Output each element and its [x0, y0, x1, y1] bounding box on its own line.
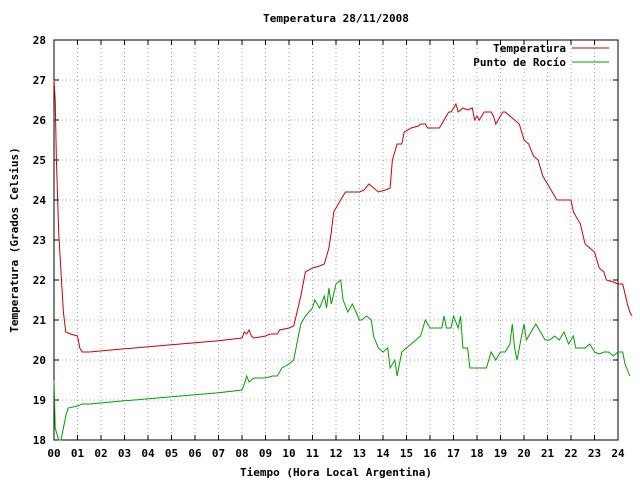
x-tick-label: 04 [141, 447, 155, 460]
y-tick-label: 24 [33, 194, 47, 207]
y-tick-label: 21 [33, 314, 47, 327]
x-tick-label: 08 [235, 447, 248, 460]
x-tick-label: 00 [47, 447, 60, 460]
x-tick-label: 13 [353, 447, 366, 460]
x-tick-label: 07 [212, 447, 225, 460]
x-tick-label: 20 [517, 447, 530, 460]
legend: Temperatura Punto de Rocío [473, 42, 609, 69]
x-tick-label: 05 [165, 447, 178, 460]
x-tick-label: 17 [447, 447, 460, 460]
y-tick-label: 20 [33, 354, 46, 367]
y-tick-label: 26 [33, 114, 47, 127]
y-tick-label: 27 [33, 74, 46, 87]
x-tick-label: 01 [71, 447, 85, 460]
y-tick-label: 22 [33, 274, 46, 287]
x-tick-label: 18 [470, 447, 483, 460]
series-line-temperatura [53, 79, 633, 353]
x-tick-label: 24 [611, 447, 625, 460]
x-tick-label: 10 [282, 447, 295, 460]
x-tick-label: 15 [400, 447, 413, 460]
x-tick-label: 21 [541, 447, 555, 460]
y-tick-label: 28 [33, 34, 46, 47]
y-axis-title: Temperatura (Grados Celsius) [8, 147, 21, 332]
x-tick-label: 02 [94, 447, 107, 460]
grid-lines [54, 40, 618, 440]
x-tick-label: 14 [376, 447, 390, 460]
legend-label-temperatura: Temperatura [493, 42, 566, 55]
x-axis-title: Tiempo (Hora Local Argentina) [240, 466, 432, 479]
x-tick-label: 16 [423, 447, 437, 460]
x-tick-label: 06 [188, 447, 202, 460]
legend-label-punto-de-rocio: Punto de Rocío [473, 56, 566, 69]
chart-title: Temperatura 28/11/2008 [263, 12, 409, 25]
x-tick-label: 23 [588, 447, 601, 460]
x-tick-label: 03 [118, 447, 131, 460]
series-line-punto-de-rocio [53, 279, 631, 441]
y-tick-label: 19 [33, 394, 46, 407]
x-tick-label: 19 [494, 447, 507, 460]
y-tick-labels: 18 19 20 21 22 23 24 25 26 27 28 [33, 34, 47, 447]
x-tick-label: 11 [306, 447, 320, 460]
series-lines [53, 79, 633, 441]
x-tick-label: 09 [259, 447, 272, 460]
y-tick-label: 25 [33, 154, 46, 167]
axis-ticks [53, 39, 619, 441]
x-tick-label: 22 [564, 447, 577, 460]
y-tick-label: 18 [33, 434, 46, 447]
x-tick-labels: 00 01 02 03 04 05 06 07 08 09 10 11 12 13 14 15 16 17 18 19… [47, 447, 625, 460]
y-tick-label: 23 [33, 234, 46, 247]
x-tick-label: 12 [329, 447, 342, 460]
